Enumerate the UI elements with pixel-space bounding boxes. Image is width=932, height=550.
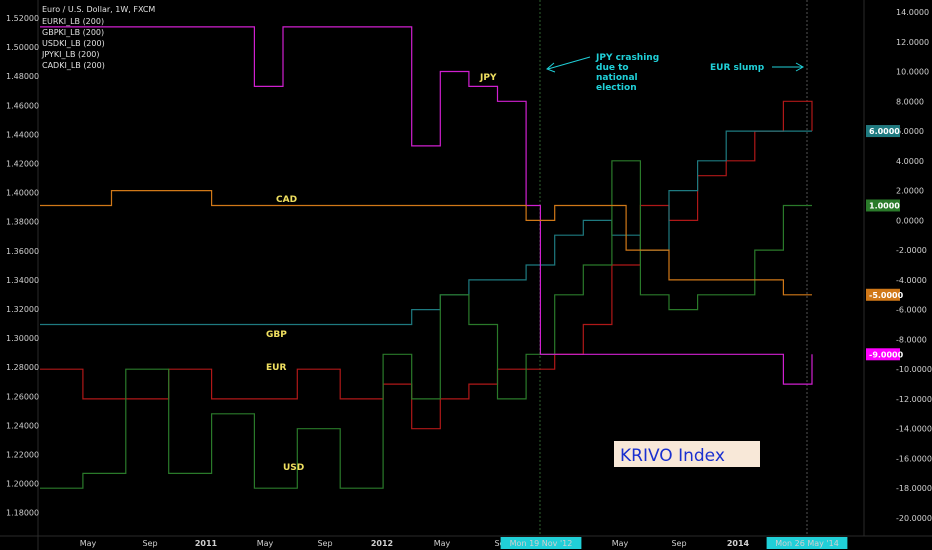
right-tick-label: -14.0000 (896, 425, 932, 434)
last-value-label-cad: -5.0000 (869, 291, 904, 300)
annotation-arrow-head (546, 62, 556, 73)
annotation-eur-slump: EUR slump (710, 62, 805, 73)
annotation-jpy-line-4: election (596, 83, 637, 93)
last-value-label-gbp: 6.0000 (869, 127, 900, 136)
left-axis-ticks: 1.52000 1.50000 1.48000 1.46000 1.44000 1.420… (6, 14, 39, 518)
left-tick-label: 1.18000 (6, 509, 39, 518)
right-tick-label: 8.0000 (896, 97, 924, 106)
legend-entry-jpy: JPYKI_LB (200) (41, 50, 100, 59)
right-tick-label: -12.0000 (896, 395, 932, 404)
x-marker-badge (766, 537, 848, 549)
inset-label-text: KRIVO Index (620, 446, 725, 466)
annotation-arrow-line (547, 56, 591, 70)
last-value-label-usd: 1.0000 (869, 201, 900, 210)
annotation-jpy-line-1: JPY crashing (595, 53, 659, 63)
last-value-label-jpy: -9.0000 (869, 350, 904, 359)
series-lines (40, 26, 813, 489)
left-tick-label: 1.34000 (6, 276, 39, 285)
right-tick-label: 6.0000 (896, 127, 924, 136)
x-marker-label: Mon 26 May '14 (775, 539, 839, 548)
right-tick-label: 4.0000 (896, 157, 924, 166)
left-tick-label: 1.40000 (6, 189, 39, 198)
left-tick-label: 1.20000 (6, 480, 39, 489)
left-tick-label: 1.38000 (6, 218, 39, 227)
chart-title: Euro / U.S. Dollar, 1W, FXCM (42, 5, 155, 14)
right-tick-label: 14.0000 (896, 8, 929, 17)
last-value-badge-cad (866, 288, 900, 301)
series-label-eur: EUR (266, 363, 286, 373)
inset-label-box (614, 441, 760, 467)
series-label-cad: CAD (276, 195, 297, 205)
right-tick-label: 10.0000 (896, 68, 929, 77)
right-axis-ticks: 14.0000 12.0000 10.0000 8.0000 6.0000 4.0000 2… (896, 8, 932, 523)
series-line-jpy (40, 26, 813, 385)
annotation-eur-slump-text: EUR slump (710, 63, 765, 73)
left-tick-label: 1.26000 (6, 392, 39, 401)
right-tick-label: -2.0000 (896, 246, 927, 255)
x-tick-label: May (257, 539, 274, 548)
inset-label: KRIVO Index (614, 441, 760, 467)
right-tick-label: -18.0000 (896, 484, 932, 493)
x-tick-label: Sep (317, 539, 332, 548)
annotation-eur-arrow-head (795, 62, 805, 72)
right-tick-label: -16.0000 (896, 454, 932, 463)
series-label-usd: USD (283, 463, 304, 473)
left-tick-label: 1.32000 (6, 305, 39, 314)
right-tick-label: 12.0000 (896, 38, 929, 47)
left-tick-label: 1.22000 (6, 451, 39, 460)
left-tick-label: 1.50000 (6, 43, 39, 52)
x-marker-label: Mon 19 Nov '12 (510, 539, 573, 548)
left-tick-label: 1.42000 (6, 160, 39, 169)
right-tick-label: -10.0000 (896, 365, 932, 374)
x-axis-ticks: May Sep 2011 May Sep 2012 May Sep Mon 19 Nov '12… (80, 537, 848, 549)
series-line-gbp (40, 130, 812, 326)
annotation-jpy-crash: JPY crashing due to national election (546, 53, 659, 93)
x-tick-label: Sep (142, 539, 157, 548)
last-value-badge-jpy (866, 348, 900, 361)
left-tick-label: 1.52000 (6, 14, 39, 23)
right-tick-label: 2.0000 (896, 187, 924, 196)
x-tick-label: Sep (671, 539, 686, 548)
last-value-badge-gbp (866, 125, 900, 138)
x-tick-label: May (612, 539, 629, 548)
x-tick-label: May (434, 539, 451, 548)
x-tick-label: May (80, 539, 97, 548)
x-marker-badge (500, 537, 582, 549)
series-line-eur (40, 100, 813, 430)
legend: EURKI_LB (200) GBPKI_LB (200) USDKI_LB (… (41, 17, 105, 70)
right-tick-label: -8.0000 (896, 335, 927, 344)
annotation-jpy-line-3: national (596, 73, 638, 83)
x-tick-label: 2014 (727, 539, 750, 548)
x-tick-label: 2011 (195, 539, 218, 548)
legend-entry-usd: USDKI_LB (200) (42, 39, 105, 48)
legend-entry-cad: CADKI_LB (200) (42, 61, 105, 70)
x-tick-label: 2012 (371, 539, 393, 548)
series-label-gbp: GBP (266, 330, 287, 340)
series-line-usd (40, 160, 812, 489)
annotation-jpy-line-2: due to (596, 63, 629, 73)
right-tick-label: -4.0000 (896, 276, 927, 285)
right-tick-label: -6.0000 (896, 306, 927, 315)
series-line-cad (40, 190, 812, 296)
series-label-jpy: JPY (479, 73, 497, 83)
right-tick-label: 0.0000 (896, 216, 924, 225)
last-value-badge-usd (866, 199, 900, 212)
left-tick-label: 1.28000 (6, 363, 39, 372)
right-tick-label: -20.0000 (896, 514, 932, 523)
left-tick-label: 1.48000 (6, 72, 39, 81)
left-tick-label: 1.46000 (6, 101, 39, 110)
legend-entry-eur: EURKI_LB (200) (42, 17, 104, 26)
left-tick-label: 1.24000 (6, 421, 39, 430)
legend-entry-gbp: GBPKI_LB (200) (42, 28, 104, 37)
left-tick-label: 1.36000 (6, 247, 39, 256)
left-tick-label: 1.30000 (6, 334, 39, 343)
left-tick-label: 1.44000 (6, 130, 39, 139)
